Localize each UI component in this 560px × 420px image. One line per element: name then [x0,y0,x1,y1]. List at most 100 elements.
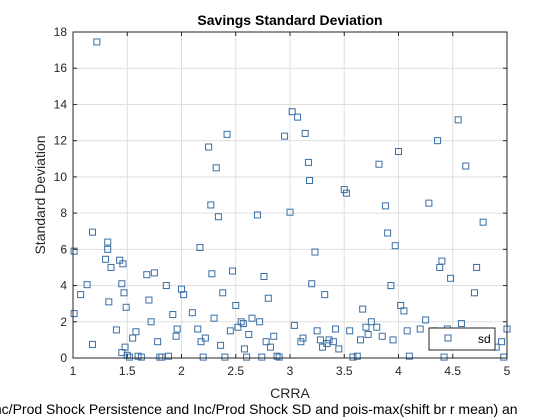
data-point [373,323,381,331]
data-point [201,334,209,342]
data-point [422,316,430,324]
footer-label: Inc/Prod Shock Persistence and Inc/Prod … [0,401,518,417]
y-tick-label: 18 [54,25,68,39]
data-point [329,338,337,346]
data-point [212,164,220,172]
data-point [270,332,278,340]
data-point [395,148,402,156]
data-point [214,213,222,221]
data-point [323,340,331,348]
data-point [122,303,130,311]
data-point [381,202,389,210]
data-point [359,305,367,313]
y-tick-label: 12 [54,134,68,148]
data-point [210,314,218,322]
data-point [473,263,481,271]
y-tick-label: 6 [60,242,67,256]
x-tick-label: 5 [504,364,511,378]
data-point [150,269,158,277]
data-point [306,177,314,185]
data-point [313,327,321,335]
data-point [104,238,112,246]
data-point [498,338,506,346]
chart-title: Savings Standard Deviation [197,12,382,28]
data-point [102,255,110,263]
data-point [349,353,357,361]
y-tick-label: 0 [60,351,67,365]
data-point [89,340,97,348]
data-point [425,199,433,207]
data-point [286,208,294,216]
data-point [275,353,283,361]
data-point [405,352,413,360]
data-point [228,267,236,275]
data-point [243,353,251,361]
y-tick-label: 4 [60,279,67,293]
legend-marker [444,334,452,342]
data-point [479,218,487,226]
y-tick-label: 2 [60,315,67,329]
x-tick-label: 3.5 [336,364,353,378]
data-point [391,242,399,250]
data-point [440,353,448,361]
data-point [219,289,227,297]
data-point [321,291,329,299]
x-tick-label: 4 [395,364,402,378]
data-point [232,301,240,309]
data-point [178,285,185,293]
data-point [143,271,151,279]
y-tick-label: 8 [60,206,67,220]
data-point [217,341,225,349]
data-point [83,281,91,289]
data-point [223,130,231,138]
x-tick-label: 2.5 [227,364,244,378]
data-point [325,336,333,344]
data-point [77,291,85,299]
x-tick-label: 1 [70,364,77,378]
legend-entry-sd: sd [478,332,491,346]
data-point [173,325,181,333]
data-point [364,330,372,338]
data-point [362,323,370,331]
y-tick-label: 16 [54,61,68,75]
data-point [208,270,216,278]
data-point [264,294,272,302]
data-point [119,260,127,268]
data-point [262,338,270,346]
data-point [199,353,207,361]
data-point [120,289,128,297]
y-tick-label: 10 [54,170,68,184]
data-point [256,318,264,326]
data-point [207,201,215,209]
data-point [239,320,247,328]
data-point [196,244,204,252]
data-point [332,325,340,333]
data-point [304,158,312,166]
data-point [137,353,145,361]
data-point [342,189,350,197]
data-point [132,328,140,336]
data-point [290,321,298,329]
data-point [301,129,309,137]
data-point [164,352,172,360]
data-point [384,229,392,237]
data-point [248,314,256,322]
data-point [154,338,162,346]
data-point [454,116,462,124]
data-point [311,248,319,256]
data-point [299,334,307,342]
data-point [258,353,266,361]
data-point [70,247,78,255]
data-point [118,280,126,288]
data-point [197,338,205,346]
data-point [462,162,470,170]
data-point [281,132,289,140]
data-point [375,160,383,168]
data-point [416,325,424,333]
data-point [188,309,196,317]
data-point [400,307,408,315]
data-point [221,353,229,361]
data-point [147,318,155,326]
legend: sd [428,327,496,351]
y-tick-label: 14 [54,97,68,111]
